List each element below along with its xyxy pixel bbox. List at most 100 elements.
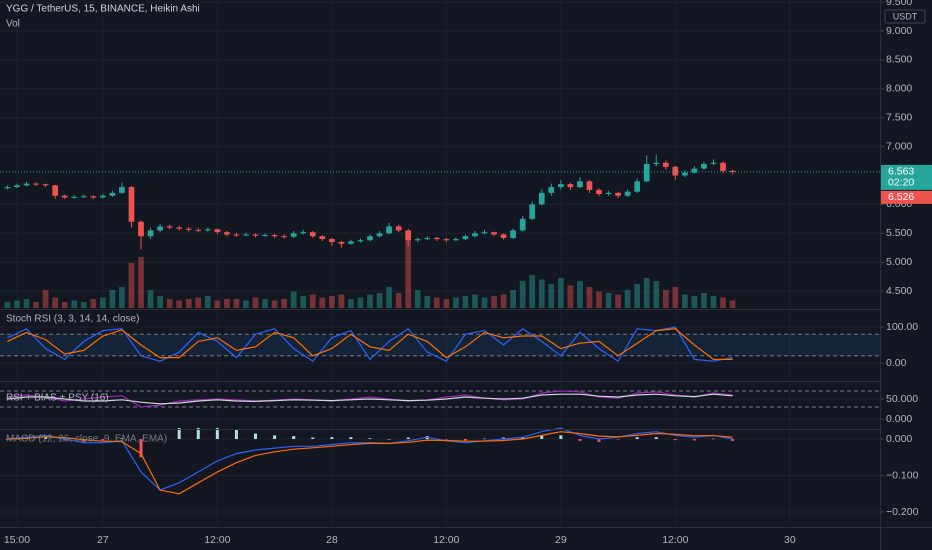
volume-bar (720, 297, 726, 308)
candle-body (90, 196, 97, 198)
histogram-bar (521, 437, 525, 440)
candle-body (4, 187, 11, 189)
volume-bar (395, 293, 402, 308)
y-tick-label: 50.000 (886, 393, 918, 405)
candle-body (510, 230, 516, 238)
volume-bar (61, 302, 68, 308)
currency[interactable]: USDT (893, 11, 918, 21)
histogram-bar (234, 429, 238, 440)
histogram-bar (406, 437, 410, 440)
candle-body (395, 226, 402, 231)
other-price-box (881, 190, 932, 204)
volume-bar (500, 294, 507, 308)
histogram-bar (349, 437, 353, 440)
histogram-bar (635, 437, 639, 440)
candle-body (624, 191, 631, 196)
candle-body (33, 183, 39, 185)
volume-bar (443, 299, 450, 308)
candle-body (500, 234, 507, 238)
volume-bar (71, 300, 78, 308)
currency-box[interactable] (884, 9, 926, 24)
volume-bar (529, 275, 536, 308)
x-tick-label: 12:00 (204, 534, 230, 546)
candle-body (23, 183, 30, 186)
volume-bar (548, 284, 555, 308)
volume-bar (577, 281, 583, 308)
volume-bar (672, 287, 679, 308)
volume-bar (615, 294, 621, 308)
candle-body (338, 241, 345, 244)
candle-body (615, 192, 621, 196)
histogram-bar (673, 439, 677, 441)
other-price-label: 6.526 (888, 191, 914, 203)
volume-bar (386, 287, 392, 308)
volume-bar (653, 281, 660, 308)
volume-bar (99, 297, 106, 308)
candle-body (720, 162, 726, 171)
candle-body (586, 181, 593, 190)
candle-body (472, 233, 478, 237)
candle-body (233, 234, 240, 236)
histogram-bar (387, 439, 391, 440)
candle-body (662, 162, 669, 167)
y-tick-label: −0.100 (886, 469, 919, 481)
series-line (7, 326, 733, 363)
candle-body (80, 196, 87, 198)
histogram-bar (540, 435, 544, 440)
candle-body (14, 185, 20, 188)
volume-bar (147, 290, 154, 308)
histogram-bar (177, 428, 181, 440)
candle-body (42, 184, 49, 186)
y-tick-label: 0.00 (886, 357, 907, 369)
candle-body (634, 181, 641, 192)
histogram-bar (82, 439, 86, 442)
x-tick-label: 15:00 (4, 534, 30, 546)
volume-bar (52, 297, 59, 308)
y-tick-label: 7.000 (886, 140, 912, 152)
volume-bar (224, 299, 230, 308)
candle-body (243, 234, 249, 236)
histogram-bar (158, 439, 162, 440)
volume-bar (662, 290, 669, 308)
volume-bar (433, 297, 440, 308)
volume-bar (204, 296, 211, 308)
candle-body (119, 187, 125, 193)
volume-bar (710, 296, 717, 308)
chart-title: YGG / TetherUS, 15, BINANCE, Heikin Ashi (6, 4, 200, 15)
volume-bar (348, 299, 354, 308)
candle-body (433, 237, 440, 240)
histogram-bar (502, 437, 506, 440)
candle-body (462, 236, 469, 240)
candle-body (290, 233, 297, 237)
volume-bar (453, 297, 459, 308)
y-tick-label: 0.000 (886, 433, 912, 445)
volume-bar (643, 278, 650, 308)
candle-body (691, 168, 698, 173)
candle-body (309, 232, 316, 237)
histogram-bar (215, 428, 219, 440)
volume-bar (538, 279, 545, 308)
candle-body (405, 230, 412, 241)
histogram-bar (139, 439, 143, 458)
volume-bar (185, 299, 192, 308)
volume-bar (80, 302, 87, 308)
last-price-label: 6.563 (888, 166, 914, 178)
volume-bar (424, 296, 431, 308)
candle-body (71, 196, 78, 198)
volume-bar (157, 296, 163, 308)
y-tick-label: −0.200 (886, 506, 919, 518)
x-tick-label: 30 (784, 534, 796, 546)
candle-body (481, 232, 488, 234)
volume-bar (271, 300, 278, 308)
histogram-bar (330, 437, 334, 440)
volume-bar (596, 291, 602, 308)
candle-body (538, 192, 545, 205)
candle-body (271, 235, 278, 237)
candle-body (99, 195, 106, 198)
volume-bar (357, 297, 364, 308)
volume-bar (701, 293, 707, 308)
histogram-bar (196, 428, 200, 440)
series-line (7, 390, 733, 408)
